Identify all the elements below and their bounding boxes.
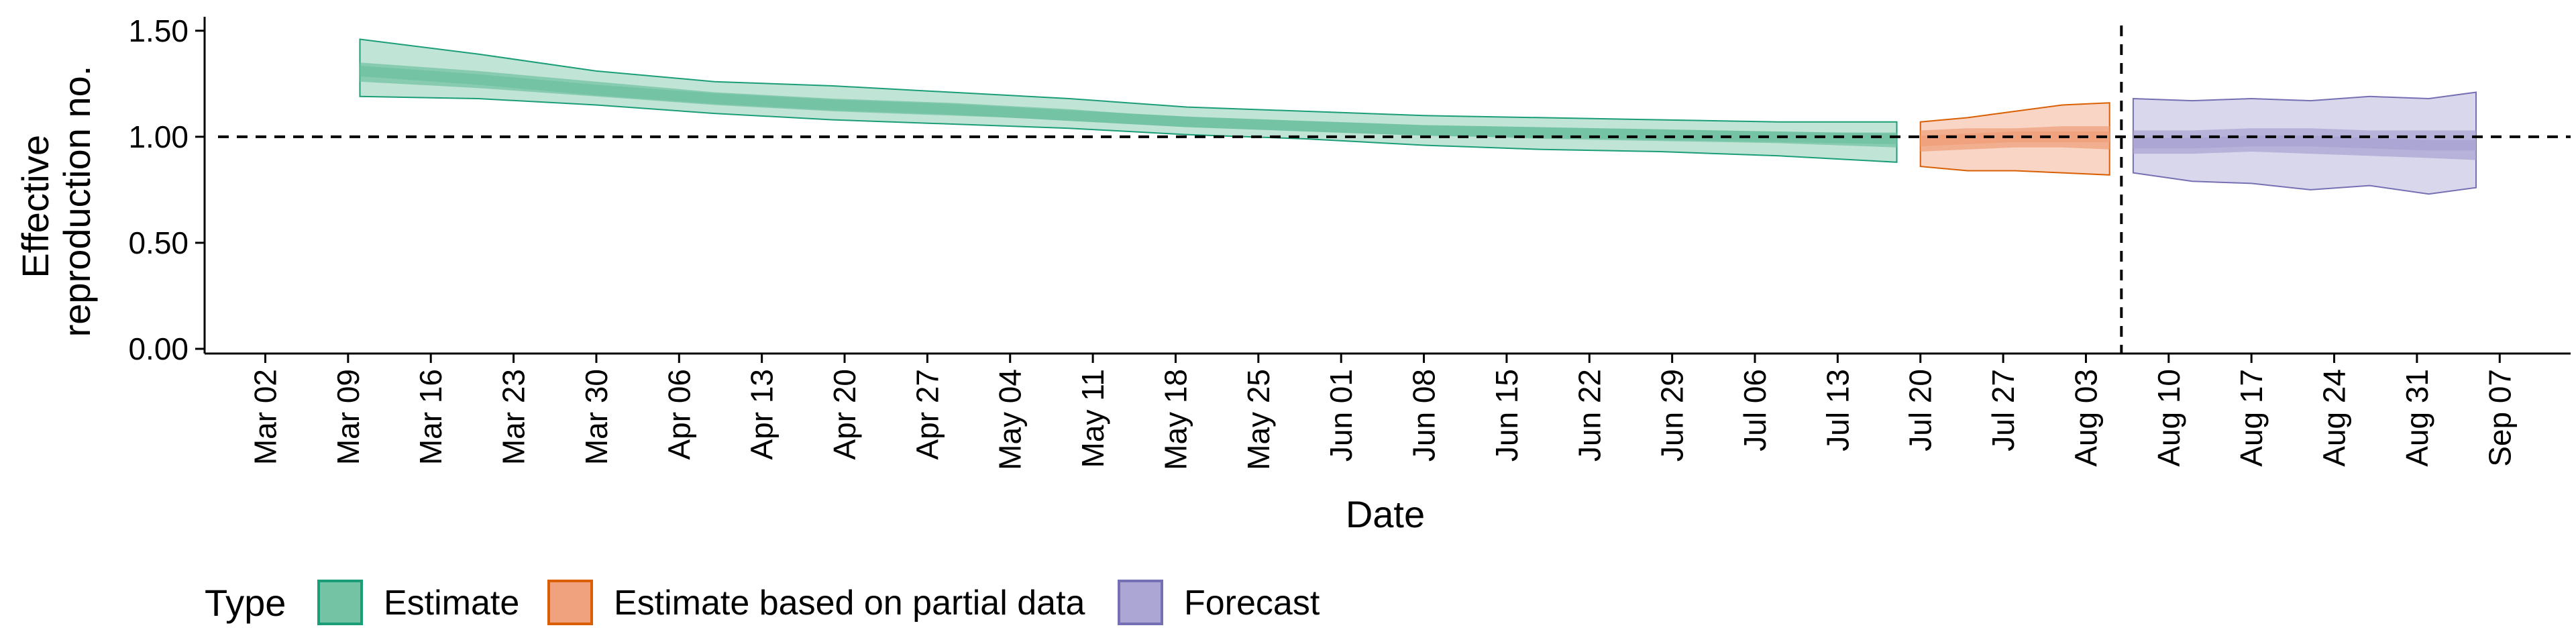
series-1-median [1920, 131, 2110, 147]
series-2-median [2133, 136, 2476, 151]
x-tick-label: Aug 03 [2069, 369, 2104, 467]
bands-layer [359, 38, 2477, 195]
y-axis-title-line-1: Effective [14, 135, 56, 278]
series-0-interval-90 [359, 38, 1898, 163]
legend-title: Type [205, 582, 286, 624]
x-tick-label: Jun 08 [1407, 369, 1442, 462]
x-tick-label: Apr 20 [827, 369, 862, 460]
x-tick-label: Mar 09 [331, 369, 366, 465]
y-tick-label: 1.00 [128, 119, 189, 154]
x-tick-label: Apr 13 [745, 369, 780, 460]
x-tick-label: May 11 [1075, 369, 1110, 468]
legend-key-partial-data [547, 580, 593, 625]
legend-label-partial-data: Estimate based on partial data [614, 584, 1085, 623]
x-tick-label: Jun 29 [1655, 369, 1690, 462]
x-tick-label: May 04 [993, 369, 1028, 470]
x-tick-label: Mar 23 [496, 369, 531, 465]
reference-lines [218, 25, 2571, 354]
y-axis-ticks: 0.00 0.50 1.00 1.50 [128, 13, 205, 366]
y-axis-title-line-2: reproduction no. [56, 66, 98, 337]
y-tick-label: 0.50 [128, 225, 189, 260]
legend-key-estimate [317, 580, 363, 625]
legend-key-forecast [1118, 580, 1163, 625]
legend-label-estimate: Estimate [384, 584, 519, 623]
y-tick-label: 0.00 [128, 331, 189, 366]
legend: Type Estimate Estimate based on partial … [205, 580, 1320, 625]
x-tick-label: May 18 [1159, 369, 1193, 470]
x-tick-label: May 25 [1241, 369, 1276, 470]
x-tick-label: Mar 02 [248, 369, 283, 465]
x-tick-label: Apr 06 [661, 369, 696, 460]
x-axis-title: Date [1346, 493, 1425, 535]
x-tick-label: Jun 01 [1324, 369, 1358, 462]
x-tick-label: Jul 06 [1737, 369, 1772, 451]
x-axis-ticks: Mar 02 Mar 09 Mar 16 Mar 23 Mar 30 Apr 06 Apr … [248, 354, 2517, 470]
x-tick-label: Aug 31 [2400, 369, 2434, 467]
x-tick-label: Jul 20 [1903, 369, 1938, 451]
x-tick-label: Jul 13 [1820, 369, 1855, 451]
x-tick-label: Apr 27 [910, 369, 945, 460]
y-tick-label: 1.50 [128, 13, 189, 48]
x-tick-label: Jun 15 [1489, 369, 1524, 462]
x-tick-label: Jun 22 [1572, 369, 1607, 462]
x-tick-label: Aug 24 [2317, 369, 2352, 467]
x-tick-label: Aug 17 [2234, 369, 2269, 467]
x-tick-label: Mar 16 [413, 369, 448, 465]
axes [203, 17, 2571, 355]
y-axis-title: Effective reproduction no. [14, 66, 98, 337]
x-tick-label: Aug 10 [2151, 369, 2186, 467]
x-tick-label: Mar 30 [579, 369, 614, 465]
legend-label-forecast: Forecast [1184, 584, 1320, 623]
x-tick-label: Jul 27 [1986, 369, 2021, 451]
x-tick-label: Sep 07 [2482, 369, 2517, 467]
